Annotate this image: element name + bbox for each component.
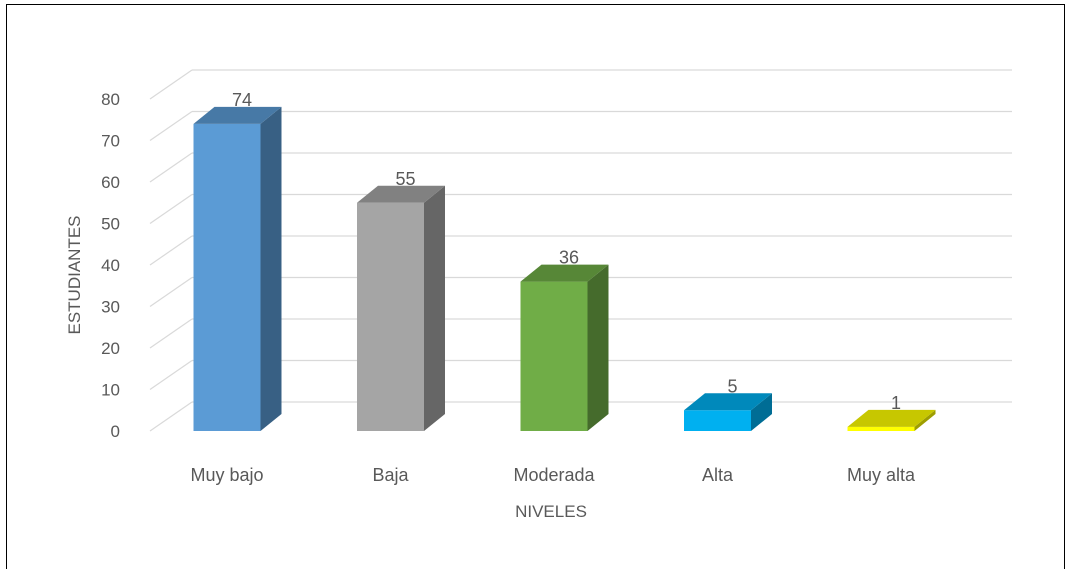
y-tick-label: 50 [101, 215, 120, 234]
data-label: 1 [891, 393, 901, 413]
bar-top [193, 106, 282, 124]
y-axis-title: ESTUDIANTES [65, 215, 84, 334]
chart-frame [6, 4, 1065, 569]
bar-side [587, 264, 609, 431]
gridline-diagonal [149, 235, 193, 266]
bar-top [357, 185, 445, 203]
y-tick-label: 60 [101, 173, 120, 192]
bars [193, 106, 936, 432]
category-label: Muy bajo [190, 465, 263, 485]
data-label: 36 [559, 248, 579, 268]
category-labels: Muy bajo Baja Moderada Alta Muy alta [190, 465, 916, 485]
y-tick-label: 10 [101, 381, 120, 400]
bar-front [520, 281, 588, 431]
data-label: 74 [232, 90, 252, 110]
y-tick-label: 0 [111, 422, 120, 441]
bar-side [914, 409, 936, 431]
y-tick-label: 40 [101, 256, 120, 275]
bar-side [260, 106, 282, 432]
category-label: Baja [372, 465, 409, 485]
y-tick-label: 20 [101, 339, 120, 358]
category-label: Alta [702, 465, 734, 485]
data-label: 5 [727, 376, 737, 396]
bar-muy-alta [847, 409, 936, 431]
gridline-diagonal [149, 152, 193, 183]
bar-top [847, 409, 936, 427]
bar-front [847, 426, 915, 431]
bar-front [684, 410, 751, 431]
bar-baja [357, 185, 445, 431]
gridline-diagonal [149, 111, 193, 141]
gridline-diagonal [149, 69, 193, 100]
y-tick-label: 30 [101, 298, 120, 317]
bar-alta [684, 393, 772, 431]
gridline-diagonal [149, 194, 193, 224]
y-tick-label: 80 [101, 90, 120, 109]
gridline-diagonal [149, 401, 193, 432]
data-labels: 74 55 36 5 1 [232, 90, 901, 413]
bar-side [424, 185, 445, 431]
gridline-diagonal [149, 318, 193, 349]
y-tick-labels: 0 10 20 30 40 50 60 70 80 [101, 90, 120, 441]
category-label: Moderada [513, 465, 595, 485]
data-label: 55 [395, 169, 415, 189]
category-label: Muy alta [847, 465, 916, 485]
x-axis-title: NIVELES [515, 502, 587, 521]
gridline-diagonal [149, 277, 193, 307]
bar-front [357, 202, 424, 431]
bar-moderada [520, 264, 609, 431]
bar-side [751, 393, 772, 431]
bar-muy-bajo [193, 106, 282, 432]
y-tick-label: 70 [101, 132, 120, 151]
gridline-diagonal [149, 360, 193, 390]
bar-front [193, 123, 261, 432]
bar-top [520, 264, 609, 282]
bar-top [684, 393, 772, 411]
